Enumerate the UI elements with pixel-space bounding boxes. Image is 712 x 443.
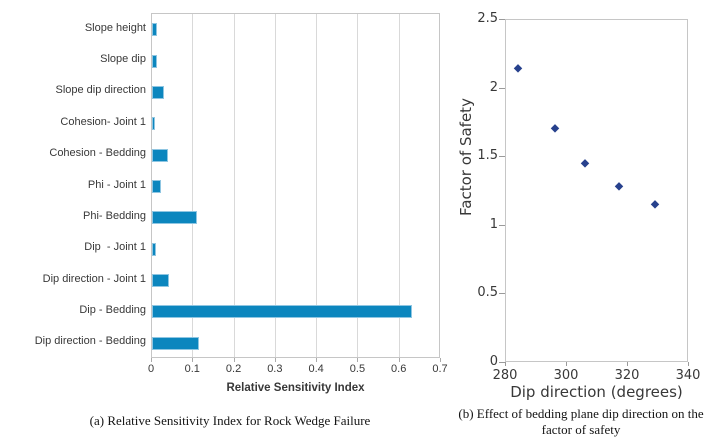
category-label: Dip direction - Joint 1 [42, 272, 146, 285]
category-label: Slope dip [100, 53, 146, 66]
gridline [357, 14, 359, 357]
x-tick-label: 0.6 [391, 363, 407, 375]
category-label: Cohesion- Joint 1 [60, 115, 146, 128]
bar-chart-plot-area [151, 13, 440, 358]
y-tick-mark [499, 224, 505, 226]
y-tick-label: 2.5 [477, 11, 498, 26]
x-tick-mark [151, 358, 152, 362]
y-tick-label: 1.5 [477, 148, 498, 164]
bar [152, 54, 157, 68]
scatter-chart-x-axis-title: Dip direction (degrees) [510, 383, 683, 401]
y-tick-label: 1 [489, 216, 498, 232]
x-tick-mark [357, 358, 359, 362]
scatter-chart-y-axis-title: Factor of Safety [457, 98, 475, 216]
bar [152, 305, 413, 319]
x-tick-mark [688, 362, 689, 366]
x-tick-label: 0.1 [184, 363, 200, 375]
y-tick-mark [499, 19, 505, 20]
x-tick-label: 0.5 [349, 363, 366, 375]
x-tick-mark [398, 358, 400, 362]
gridline [274, 14, 276, 357]
scatter-point [550, 124, 559, 133]
gridline [398, 14, 400, 357]
bar [152, 85, 164, 99]
scatter-point [614, 182, 623, 190]
x-tick-mark [505, 362, 506, 366]
y-tick-label: 0 [489, 354, 498, 369]
gridline [192, 14, 194, 357]
x-tick-label: 0.7 [432, 363, 448, 375]
scatter-point [651, 199, 660, 208]
category-label: Slope height [84, 21, 146, 34]
y-tick-label: 0.5 [477, 285, 498, 301]
x-tick-label: 320 [614, 368, 640, 383]
x-tick-mark [316, 358, 318, 362]
bar [152, 274, 170, 288]
gridline [316, 14, 318, 357]
bar [152, 23, 157, 37]
x-tick-label: 300 [553, 368, 579, 383]
category-label: Dip direction - Bedding [34, 335, 146, 348]
x-tick-mark [233, 358, 235, 362]
x-tick-mark [192, 358, 194, 362]
y-tick-mark [499, 87, 505, 89]
gridline [233, 14, 235, 357]
scatter-chart-plot-area [505, 19, 688, 362]
x-tick-label: 340 [675, 368, 701, 383]
x-tick-label: 0.2 [225, 363, 242, 375]
x-tick-mark [566, 362, 567, 366]
category-label: Phi- Bedding [83, 209, 146, 222]
bar [152, 336, 200, 350]
x-tick-mark [274, 358, 276, 362]
scatter-point [581, 158, 590, 167]
x-tick-label: 280 [492, 368, 518, 383]
x-tick-label: 0 [147, 363, 155, 375]
x-tick-mark [440, 358, 441, 362]
x-tick-label: 0.4 [308, 363, 324, 375]
category-label: Phi - Joint 1 [87, 178, 146, 191]
scatter-point [514, 64, 523, 72]
y-tick-mark [499, 293, 505, 295]
x-tick-mark [627, 362, 628, 366]
y-tick-mark [499, 156, 505, 158]
category-label: Slope dip direction [55, 84, 146, 97]
y-tick-mark [499, 362, 505, 363]
category-label: Cohesion - Bedding [49, 147, 146, 160]
bar [152, 211, 198, 225]
x-tick-label: 0.3 [267, 363, 283, 375]
bar [152, 148, 169, 162]
scatter-chart-caption: (b) Effect of bedding plane dip directio… [458, 406, 704, 437]
bar-chart-caption: (a) Relative Sensitivity Index for Rock … [89, 413, 371, 428]
bar [152, 242, 157, 256]
y-tick-label: 2 [489, 79, 498, 95]
category-label: Dip - Joint 1 [84, 241, 146, 254]
bar-chart-x-axis-title: Relative Sensitivity Index [226, 382, 365, 394]
category-label: Dip - Bedding [79, 303, 146, 316]
bar [152, 117, 156, 131]
bar [152, 180, 162, 193]
